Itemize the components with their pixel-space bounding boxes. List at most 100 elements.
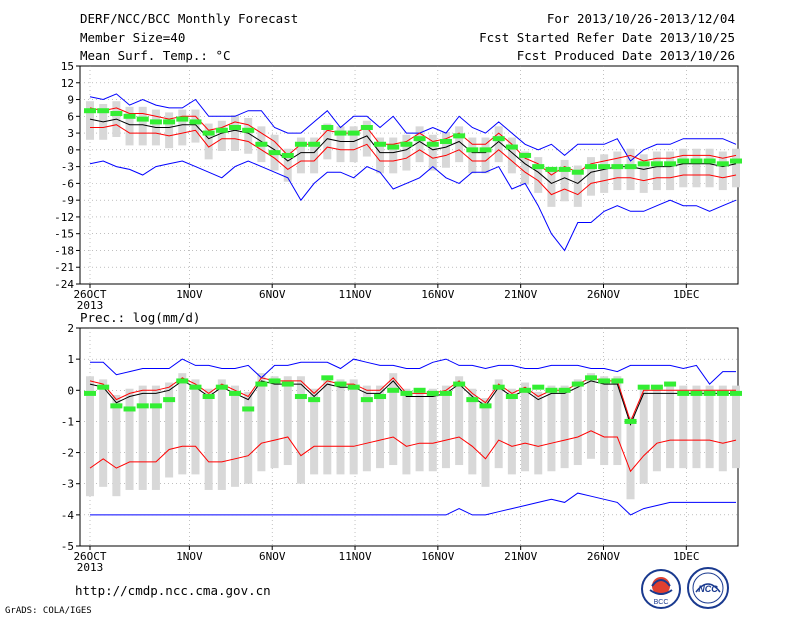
chart-title: DERF/NCC/BCC Monthly Forecast <box>80 11 299 26</box>
spread-box <box>362 385 371 472</box>
x-tick-label: 11NOV <box>338 550 371 563</box>
y-tick-label: 0 <box>67 144 74 157</box>
obs-marker <box>426 141 439 147</box>
grads-credit: GrADS: COLA/IGES <box>5 606 92 616</box>
spread-box <box>376 385 385 469</box>
spread-box <box>732 148 740 188</box>
bcc-logo-text: BCC <box>654 599 669 606</box>
spread-box <box>613 376 622 466</box>
spread-box <box>428 388 437 472</box>
obs-marker <box>611 378 624 384</box>
spread-box <box>296 376 305 484</box>
spread-box <box>217 120 226 151</box>
y-tick-label: -18 <box>54 244 74 257</box>
obs-marker <box>479 147 492 153</box>
spread-box <box>231 115 240 151</box>
spread-box <box>323 123 332 160</box>
spread-box <box>468 388 477 475</box>
obs-marker <box>229 390 242 396</box>
obs-marker <box>479 403 492 409</box>
spread-box <box>362 120 371 157</box>
precip-panel-title: Prec.: log(mm/d) <box>80 310 200 325</box>
y-tick-label: -12 <box>54 211 74 224</box>
obs-marker <box>84 390 96 396</box>
obs-marker <box>400 390 413 396</box>
forecast-period: For 2013/10/26-2013/12/04 <box>546 11 735 26</box>
obs-marker <box>163 119 176 125</box>
spread-box <box>270 376 279 469</box>
obs-marker <box>308 397 321 403</box>
y-tick-label: -9 <box>61 194 74 207</box>
member-size: Member Size=40 <box>80 30 186 45</box>
spread-box <box>415 126 424 163</box>
spread-box <box>494 379 503 469</box>
obs-marker <box>189 384 202 390</box>
plot-frame <box>79 65 739 285</box>
y-tick-label: 2 <box>67 322 74 335</box>
x-tick-label: 26OCT <box>73 550 106 563</box>
obs-marker <box>334 381 347 387</box>
obs-marker <box>149 403 162 409</box>
obs-marker <box>189 119 202 125</box>
spread-box <box>415 388 424 472</box>
y-tick-label: -4 <box>61 509 75 522</box>
obs-marker <box>505 144 518 150</box>
obs-marker <box>532 384 545 390</box>
obs-marker <box>97 108 110 114</box>
obs-marker <box>453 133 466 139</box>
spread-box <box>428 134 437 171</box>
y-tick-label: -2 <box>61 447 74 460</box>
spread-box <box>573 165 582 207</box>
obs-marker <box>202 130 215 136</box>
series-max-line <box>90 358 736 385</box>
spread-box <box>534 391 543 475</box>
obs-marker <box>413 387 426 393</box>
spread-box <box>613 151 622 191</box>
x-tick-label: 26NOV <box>587 550 620 563</box>
obs-marker <box>413 136 426 142</box>
obs-marker <box>281 152 294 158</box>
obs-marker <box>136 116 149 122</box>
y-tick-label: 6 <box>67 110 74 123</box>
obs-marker <box>281 381 294 387</box>
obs-marker <box>360 397 373 403</box>
spread-box <box>639 385 648 484</box>
x-tick-label: 11NOV <box>338 288 371 301</box>
obs-marker <box>545 387 558 393</box>
spread-box <box>692 148 701 188</box>
obs-marker <box>584 375 597 381</box>
start-date: Fcst Started Refer Date 2013/10/25 <box>479 30 735 45</box>
spread-box <box>481 137 490 174</box>
obs-marker <box>664 381 677 387</box>
spread-box <box>547 168 556 207</box>
x-tick-label: 1DEC <box>673 550 700 563</box>
series-mean-line <box>89 118 737 184</box>
obs-marker <box>176 378 189 384</box>
y-tick-label: -6 <box>61 177 74 190</box>
obs-marker <box>255 381 268 387</box>
obs-marker <box>215 127 228 133</box>
obs-marker <box>308 141 321 147</box>
spread-box <box>705 385 714 469</box>
source-url[interactable]: http://cmdp.ncc.cma.gov.cn <box>75 583 271 598</box>
x-tick-label: 1DEC <box>673 288 700 301</box>
obs-marker <box>176 116 189 122</box>
obs-marker <box>136 403 149 409</box>
obs-marker <box>400 141 413 147</box>
obs-marker <box>730 390 742 396</box>
spread-box <box>283 376 292 466</box>
obs-marker <box>374 141 387 147</box>
obs-marker <box>532 164 545 170</box>
spread-box <box>204 123 213 160</box>
series-max-line <box>89 93 737 162</box>
obs-marker <box>650 384 663 390</box>
obs-marker <box>545 166 558 172</box>
spread-box <box>692 385 701 469</box>
series-upper-line <box>89 107 737 176</box>
obs-marker <box>334 130 347 136</box>
obs-marker <box>584 164 597 170</box>
spread-box <box>138 385 147 490</box>
spread-box <box>310 137 319 174</box>
obs-marker <box>347 384 360 390</box>
